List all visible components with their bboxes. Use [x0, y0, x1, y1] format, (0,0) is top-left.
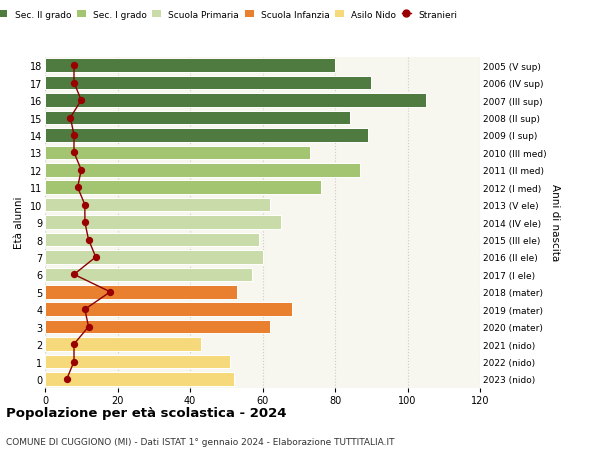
Point — [69, 62, 79, 70]
Bar — [45, 59, 335, 73]
Bar — [45, 372, 233, 386]
Point — [62, 375, 71, 383]
Point — [65, 115, 75, 122]
Y-axis label: Età alunni: Età alunni — [14, 196, 24, 249]
Point — [69, 271, 79, 279]
Bar — [45, 181, 320, 195]
Y-axis label: Anni di nascita: Anni di nascita — [550, 184, 560, 261]
Point — [84, 323, 94, 330]
Bar — [45, 355, 230, 369]
Point — [69, 80, 79, 87]
Bar — [45, 146, 310, 160]
Text: Popolazione per età scolastica - 2024: Popolazione per età scolastica - 2024 — [6, 406, 287, 419]
Bar — [45, 77, 371, 90]
Bar — [45, 303, 292, 316]
Point — [80, 306, 89, 313]
Bar — [45, 337, 201, 351]
Legend: Sec. II grado, Sec. I grado, Scuola Primaria, Scuola Infanzia, Asilo Nido, Stran: Sec. II grado, Sec. I grado, Scuola Prim… — [0, 11, 457, 20]
Point — [69, 358, 79, 365]
Bar — [45, 320, 270, 334]
Point — [80, 202, 89, 209]
Point — [69, 132, 79, 140]
Bar — [45, 198, 270, 212]
Bar — [45, 268, 251, 281]
Bar — [45, 129, 368, 142]
Point — [106, 289, 115, 296]
Point — [69, 149, 79, 157]
Point — [76, 167, 86, 174]
Point — [91, 254, 101, 261]
Point — [76, 97, 86, 105]
Bar — [45, 164, 361, 177]
Point — [80, 219, 89, 226]
Bar — [45, 216, 281, 230]
Point — [84, 236, 94, 244]
Point — [73, 184, 82, 191]
Text: COMUNE DI CUGGIONO (MI) - Dati ISTAT 1° gennaio 2024 - Elaborazione TUTTITALIA.I: COMUNE DI CUGGIONO (MI) - Dati ISTAT 1° … — [6, 437, 395, 446]
Bar — [45, 233, 259, 247]
Bar — [45, 112, 349, 125]
Bar — [45, 94, 425, 108]
Bar — [45, 285, 237, 299]
Point — [69, 341, 79, 348]
Bar — [45, 251, 263, 264]
